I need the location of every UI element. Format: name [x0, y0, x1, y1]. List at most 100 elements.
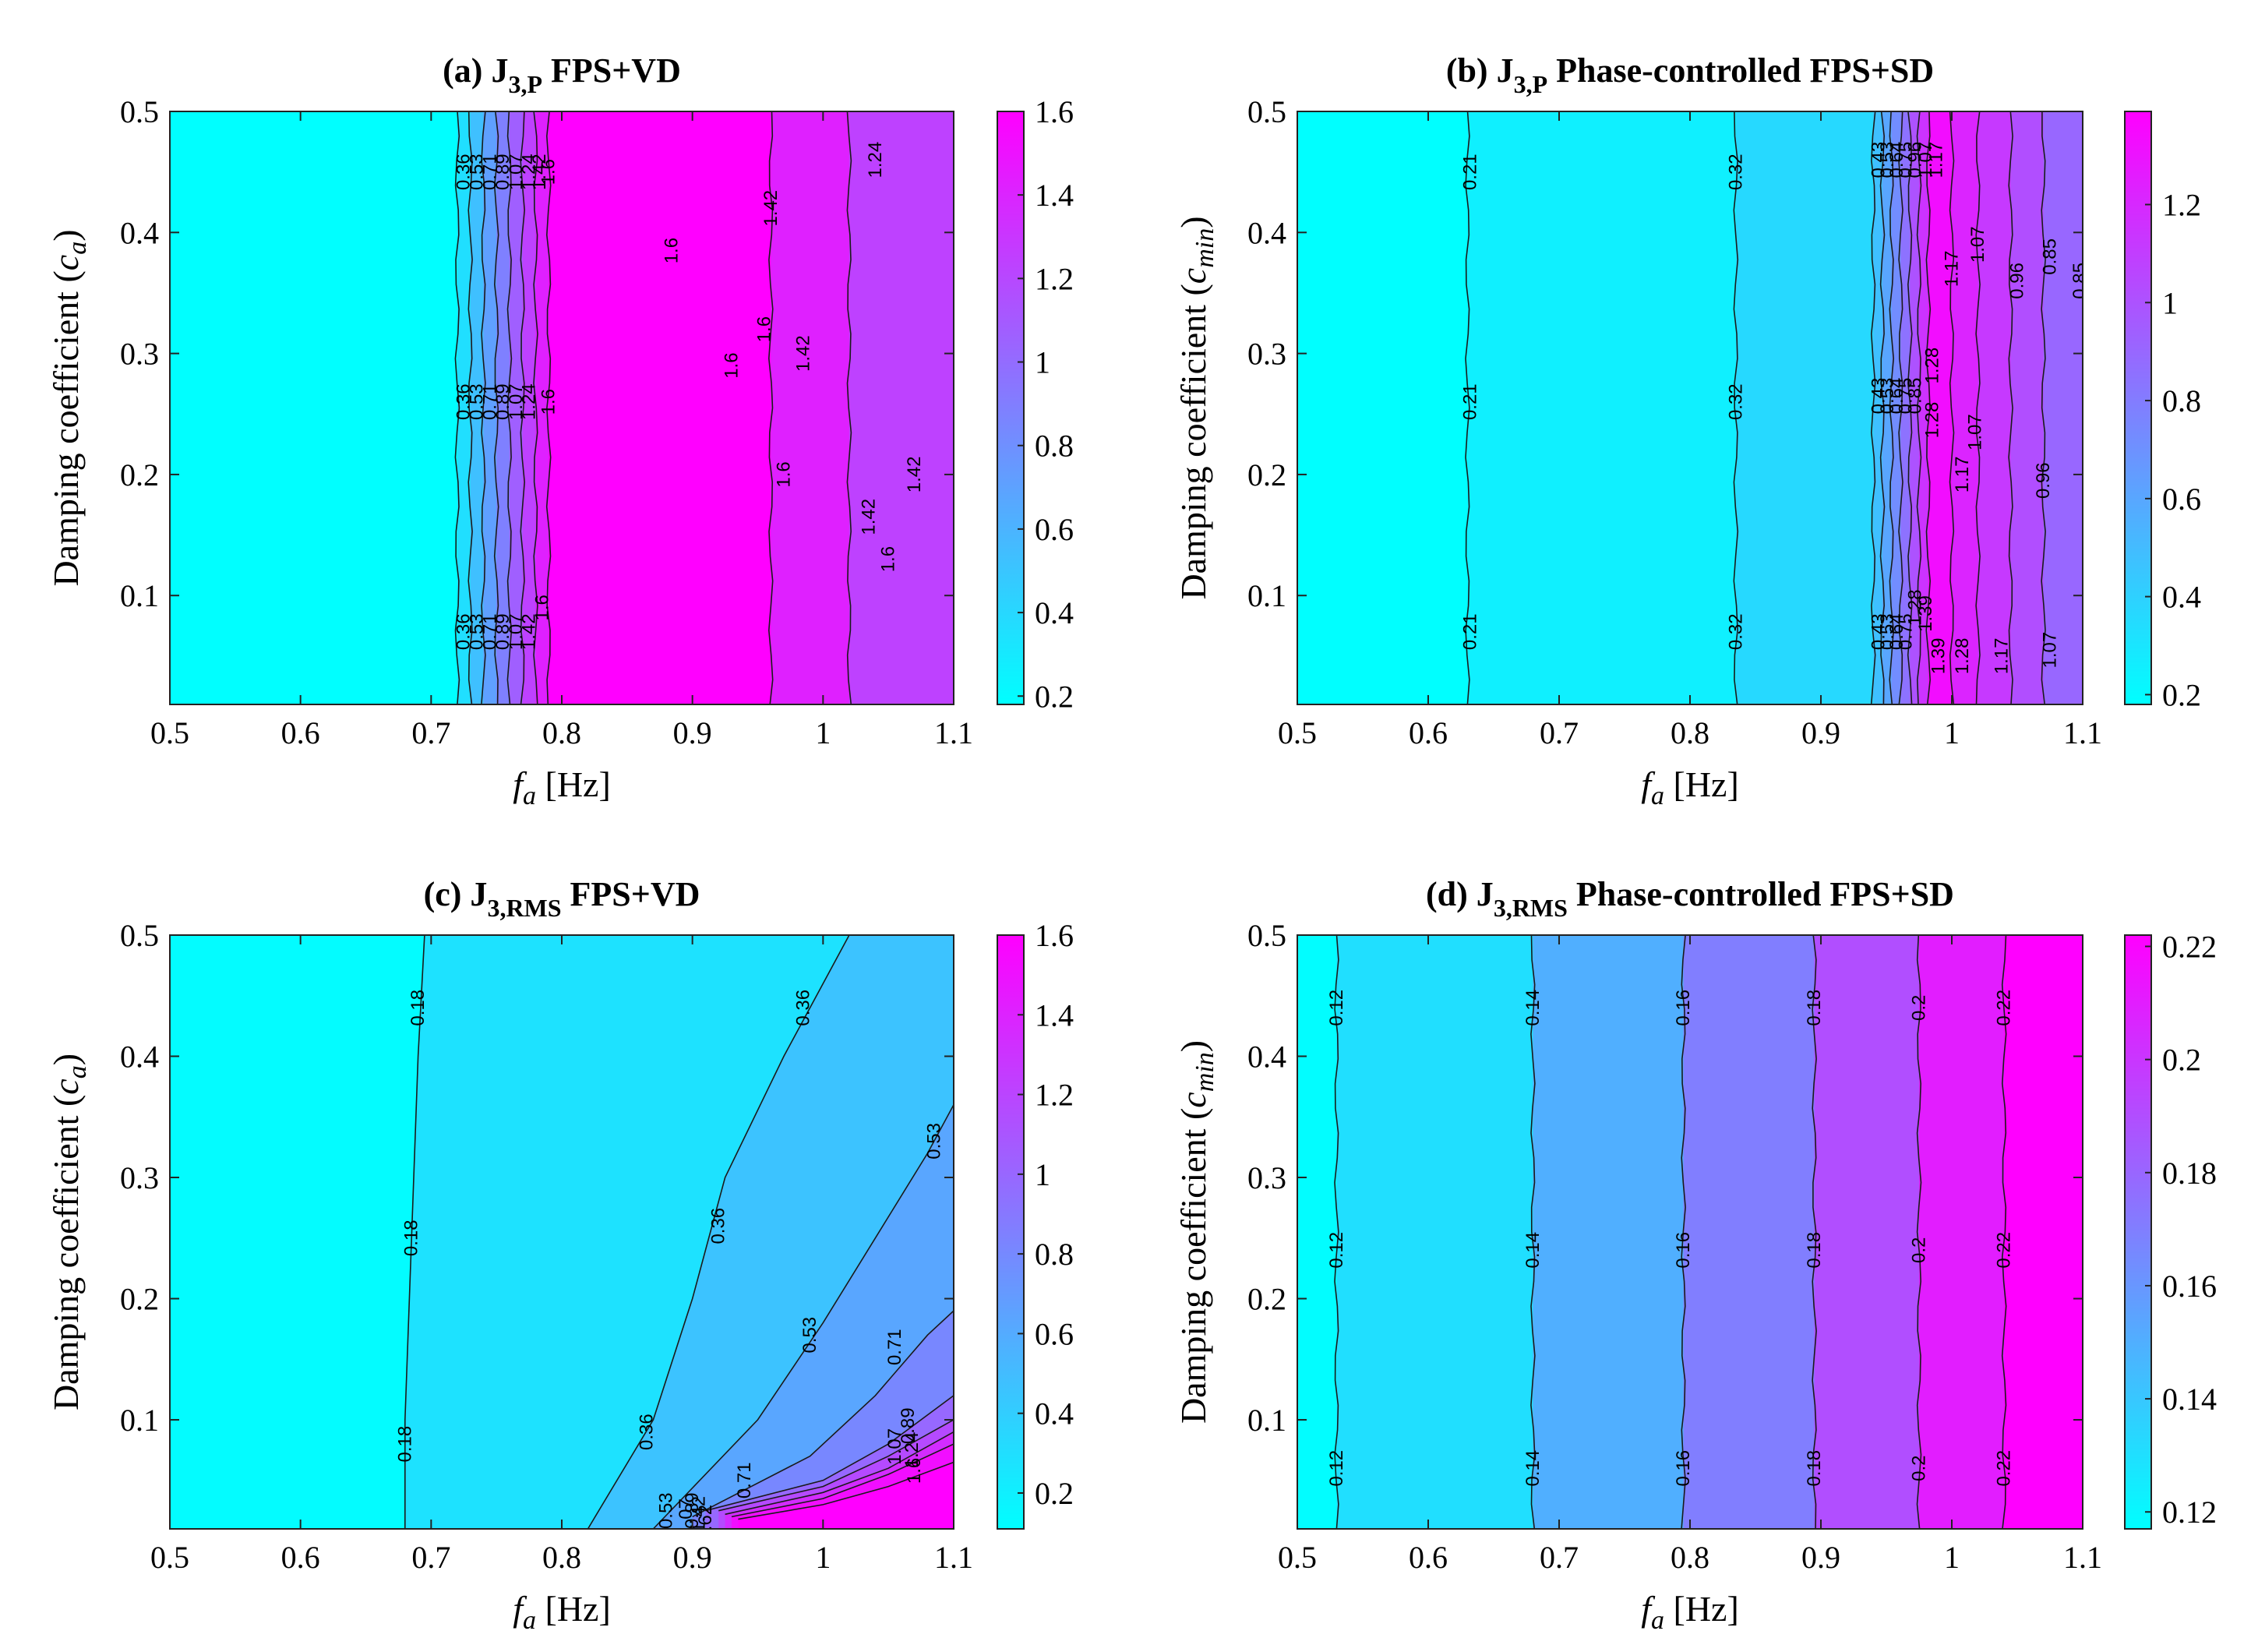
chart-title: (b) J3,P Phase-controlled FPS+SD: [1446, 51, 1934, 98]
x-tick-label: 0.5: [150, 715, 189, 750]
x-tick-label: 0.6: [1409, 715, 1448, 750]
colorbar-tick-label: 1.2: [1035, 261, 1074, 296]
y-tick-label: 0.1: [1247, 1403, 1286, 1438]
contour-fill-band: [1533, 935, 1685, 1529]
contour-label: 1.24: [519, 383, 540, 420]
contour-fill-band: [496, 111, 510, 704]
contour-label: 0.36: [453, 613, 475, 650]
contour-fill-band: [1978, 111, 2012, 704]
contour-line: [2041, 111, 2046, 704]
x-tick-label: 1.1: [934, 1540, 973, 1575]
contour-label: 0.53: [467, 383, 488, 420]
contour-fill-band: [2004, 935, 2083, 1529]
contour-fill-band: [2043, 111, 2083, 704]
contour-label: 1.28: [1952, 638, 1973, 675]
contour-label: 1.39: [1928, 638, 1949, 675]
contour-label: 1.28: [1905, 589, 1926, 626]
contour-label: 1.17: [1991, 638, 2012, 675]
x-tick-label: 1: [1944, 715, 1960, 750]
contour-line: [493, 111, 499, 704]
y-tick-label: 0.2: [1247, 457, 1286, 492]
colorbar-tick-label: 1.2: [1035, 1078, 1074, 1113]
contour-line: [1681, 935, 1686, 1529]
colorbar: [2124, 934, 2152, 1530]
y-tick-label: 0.1: [1247, 578, 1286, 613]
x-tick-label: 0.8: [542, 715, 581, 750]
y-tick-label: 0.4: [1247, 215, 1286, 250]
contour-line: [404, 935, 425, 1529]
contour-fill-band: [1297, 111, 1468, 704]
plot-area: 0.360.530.710.891.071.241.421.60.360.530…: [170, 111, 954, 704]
colorbar: [997, 111, 1025, 705]
contour-label: 1.42: [793, 335, 814, 372]
contour-label: 0.12: [1326, 1232, 1347, 1269]
contour-label: 0.32: [1725, 613, 1746, 650]
contour-label: 0.18: [1804, 1232, 1825, 1269]
contour-fill-band: [849, 111, 954, 704]
contour-label: 0.2: [1909, 1456, 1930, 1481]
contour-line: [846, 111, 852, 704]
contour-label: 1.17: [1925, 142, 1946, 178]
contour-label: 1.28: [1921, 402, 1942, 439]
contour-label: 1.6: [904, 1458, 925, 1484]
contour-fill-band: [1919, 935, 2005, 1529]
y-tick-label: 0.5: [1247, 918, 1286, 953]
plot-area: 0.21 0.32 0.430.530.640.750.961.071.171.07…: [1297, 111, 2083, 704]
contour-label: 0.14: [1522, 990, 1544, 1026]
contour-label: 0.89: [492, 613, 513, 650]
panel-a: 0.360.530.710.891.071.241.421.60.360.530…: [46, 51, 1074, 810]
plot-area: 0.18 0.18 0.18 0.36 0.36 0.36 0.53 0.53 0.71 0.71…: [170, 935, 954, 1529]
contour-label: 0.43: [1868, 613, 1889, 650]
x-tick-label: 0.5: [1278, 1540, 1317, 1575]
colorbar-tick-label: 0.6: [1035, 1316, 1074, 1351]
contour-label: 0.64: [1886, 378, 1907, 415]
contour-label: 0.22: [1994, 990, 2015, 1026]
y-tick-label: 0.2: [120, 457, 159, 492]
contour-line: [2008, 111, 2013, 704]
x-tick-label: 1: [815, 715, 831, 750]
x-tick-label: 0.5: [150, 1540, 189, 1575]
colorbar-tick-label: 0.4: [2162, 580, 2201, 615]
y-tick-label: 0.2: [1247, 1282, 1286, 1317]
contour-label: 0.96: [2007, 263, 2028, 299]
contour-fill-band: [1910, 111, 1920, 704]
contour-label: 0.53: [467, 154, 488, 190]
contour-label: 1.42: [529, 154, 550, 190]
contour-label: 0.71: [734, 1462, 755, 1498]
x-tick-label: 1: [1944, 1540, 1960, 1575]
contour-label: 0.14: [1522, 1232, 1544, 1269]
colorbar-tick-label: 1.2: [2162, 187, 2201, 222]
contour-label: 0.53: [1877, 378, 1898, 415]
contour-label: 0.2: [1909, 995, 1930, 1021]
x-tick-label: 1.1: [934, 715, 973, 750]
colorbar-tick-label: 0.4: [1035, 595, 1074, 630]
contour-line: [1334, 935, 1339, 1529]
contour-label: 1.42: [904, 457, 925, 493]
colorbar-tick-label: 1.6: [1035, 918, 1074, 953]
contour-label: 0.53: [1877, 613, 1898, 650]
x-tick-label: 0.9: [673, 1540, 712, 1575]
y-tick-label: 0.4: [120, 215, 159, 250]
contour-fill-band: [470, 111, 484, 704]
contour-label: 1.24: [865, 142, 886, 178]
contour-label: 0.32: [1725, 383, 1746, 420]
contour-line: [652, 1104, 954, 1529]
contour-label: 0.18: [408, 990, 429, 1026]
contour-fill-band: [1467, 111, 1737, 704]
contour-label: 1.6: [538, 389, 559, 415]
contour-label: 1.07: [506, 383, 527, 420]
x-tick-label: 0.8: [1671, 1540, 1709, 1575]
contour-label: 1.07: [1967, 226, 1988, 263]
contour-label: 0.16: [1673, 1232, 1694, 1269]
contour-line: [1907, 111, 1913, 704]
contour-label: 0.36: [708, 1208, 729, 1244]
contour-label: 1.6: [774, 461, 795, 487]
contour-label: 1.6: [531, 595, 552, 620]
contour-line: [1870, 111, 1876, 704]
contour-label: 0.75: [1896, 142, 1917, 178]
contour-label: 0.53: [1877, 142, 1898, 178]
contour-line: [533, 111, 538, 704]
contour-label: 1.07: [506, 613, 527, 650]
contour-label: 1.24: [901, 1432, 923, 1469]
contour-line: [1733, 111, 1739, 704]
